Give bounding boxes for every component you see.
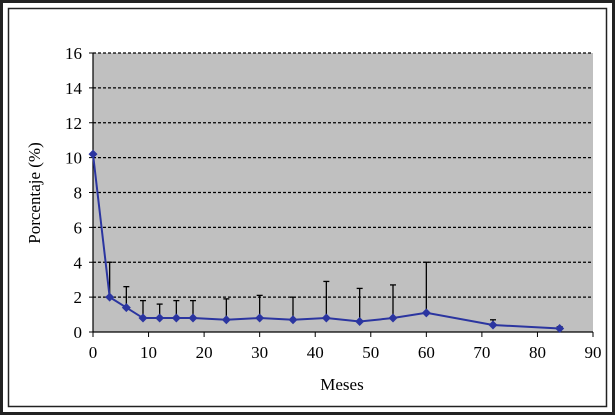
data-point: [388, 313, 398, 323]
inner-border: [7, 7, 608, 408]
y-tick-label: 14: [65, 79, 83, 98]
data-point: [88, 149, 98, 159]
y-tick-label: 0: [74, 323, 83, 342]
data-point: [188, 313, 198, 323]
data-point: [171, 313, 181, 323]
data-point: [121, 303, 131, 313]
data-point: [355, 317, 365, 327]
x-tick-label: 10: [140, 343, 157, 362]
x-tick-label: 0: [89, 343, 98, 362]
y-tick-label: 2: [74, 288, 83, 307]
x-tick-label: 90: [585, 343, 602, 362]
y-tick-label: 10: [65, 149, 82, 168]
x-tick-label: 20: [196, 343, 213, 362]
data-point: [421, 308, 431, 318]
data-point: [138, 313, 148, 323]
y-tick-label: 6: [74, 218, 83, 237]
x-tick-label: 40: [307, 343, 324, 362]
data-point: [105, 292, 115, 302]
x-axis-title: Meses: [320, 375, 363, 394]
x-tick-label: 80: [529, 343, 546, 362]
data-point: [221, 315, 231, 325]
data-point: [555, 324, 565, 334]
y-tick-label: 8: [74, 184, 83, 203]
y-tick-label: 12: [65, 114, 82, 133]
data-point: [255, 313, 265, 323]
y-tick-label: 4: [74, 253, 83, 272]
x-tick-label: 50: [362, 343, 379, 362]
x-tick-label: 30: [251, 343, 268, 362]
data-point: [488, 320, 498, 330]
data-point: [321, 313, 331, 323]
data-point: [288, 315, 298, 325]
y-axis-title: Porcentaje (%): [25, 142, 44, 243]
series-line: [92, 154, 560, 330]
x-tick-label: 70: [473, 343, 490, 362]
data-point: [155, 313, 165, 323]
x-tick-label: 60: [418, 343, 435, 362]
y-tick-label: 16: [65, 44, 82, 63]
